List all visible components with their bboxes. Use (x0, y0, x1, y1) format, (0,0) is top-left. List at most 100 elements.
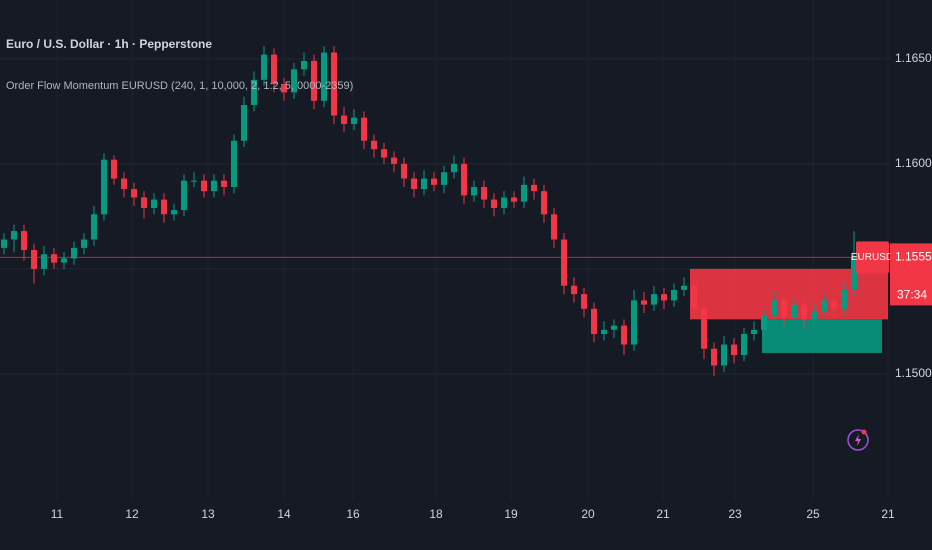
candle-body (341, 115, 347, 124)
candle-body (251, 79, 257, 106)
candle-body (811, 310, 817, 320)
candle-body (411, 178, 417, 190)
candle-body (791, 304, 797, 318)
candle-body (1, 239, 7, 248)
candle-body (501, 197, 507, 208)
x-tick-label: 14 (277, 507, 291, 521)
candle-body (321, 52, 327, 101)
candle-body (471, 186, 477, 196)
candle-body (161, 199, 167, 215)
candle-body (831, 300, 837, 309)
candle-body (721, 344, 727, 366)
candle-body (361, 117, 367, 141)
x-tick-label: 20 (581, 507, 595, 521)
candle-body (681, 285, 687, 290)
candle-body (231, 140, 237, 187)
candle-body (571, 285, 577, 295)
symbol-label: EURUSD (851, 252, 893, 263)
candle-body (171, 210, 177, 215)
candle-body (151, 199, 157, 208)
candle-body (371, 140, 377, 150)
candle-body (561, 239, 567, 286)
candle-body (701, 308, 707, 349)
x-tick-label: 19 (504, 507, 518, 521)
candle-body (311, 60, 317, 101)
candle-body (141, 197, 147, 208)
y-tick-label: 1.16500 (895, 51, 932, 65)
candle-body (481, 186, 487, 200)
x-tick-label: 21 (881, 507, 895, 521)
candle-body (731, 344, 737, 356)
candle-body (301, 60, 307, 70)
countdown-label: 37:34 (897, 288, 927, 302)
candle-body (201, 180, 207, 192)
candle-body (21, 231, 27, 250)
indicator-label: Order Flow Momentum EURUSD (240, 1, 10,0… (6, 80, 353, 92)
candle-body (541, 191, 547, 215)
candle-body (651, 294, 657, 305)
candle-body (711, 348, 717, 366)
candle-body (531, 184, 537, 192)
candle-body (741, 334, 747, 356)
price-badge (890, 243, 932, 306)
candle-body (221, 180, 227, 187)
candle-body (431, 178, 437, 185)
plot (0, 46, 890, 377)
candle-body (581, 294, 587, 309)
candle-body (51, 254, 57, 263)
candle-body (691, 285, 697, 309)
signal-zone (762, 319, 882, 353)
candle-body (801, 304, 807, 320)
candle-body (281, 84, 287, 93)
candle-body (521, 184, 527, 202)
candle-body (391, 157, 397, 164)
flash-icon[interactable] (847, 429, 869, 451)
candle-body (661, 294, 667, 301)
candle-body (761, 315, 767, 330)
candle-body (351, 117, 357, 124)
candle-body (601, 329, 607, 335)
candle-body (401, 163, 407, 179)
symbol-badge (856, 241, 889, 274)
candle-body (71, 247, 77, 259)
candle-body (81, 239, 87, 248)
candle-body (591, 308, 597, 335)
candle-body (771, 300, 777, 316)
candle-body (181, 180, 187, 211)
candle-body (381, 149, 387, 158)
candle-body (191, 180, 197, 182)
x-tick-label: 21 (656, 507, 670, 521)
candle-body (511, 197, 517, 202)
chart-title: Euro / U.S. Dollar · 1h · Pepperstone (6, 37, 212, 51)
candle-body (271, 54, 277, 85)
candle-body (61, 258, 67, 263)
candle-body (211, 180, 217, 192)
candle-body (91, 214, 97, 240)
candle-body (671, 289, 677, 301)
candle-body (491, 199, 497, 208)
candle-body (261, 54, 267, 80)
y-tick-label: 1.16000 (895, 156, 932, 170)
x-tick-label: 18 (429, 507, 443, 521)
candle-body (751, 329, 757, 335)
last-price-label: 1.15555 (895, 250, 932, 264)
candle-body (111, 159, 117, 179)
candle-body (131, 189, 137, 198)
signal-zone (690, 268, 888, 320)
candle-body (291, 69, 297, 93)
candle-body (11, 231, 17, 240)
candle-body (621, 325, 627, 345)
x-tick-label: 25 (806, 507, 820, 521)
x-tick-label: 12 (125, 507, 139, 521)
x-tick-label: 11 (51, 507, 64, 521)
candle-body (331, 52, 337, 116)
candle-body (631, 300, 637, 345)
x-tick-label: 16 (346, 507, 360, 521)
candle-body (781, 300, 787, 318)
candle-body (451, 163, 457, 173)
candle-body (101, 159, 107, 215)
candle-body (611, 325, 617, 330)
candle-body (441, 172, 447, 185)
